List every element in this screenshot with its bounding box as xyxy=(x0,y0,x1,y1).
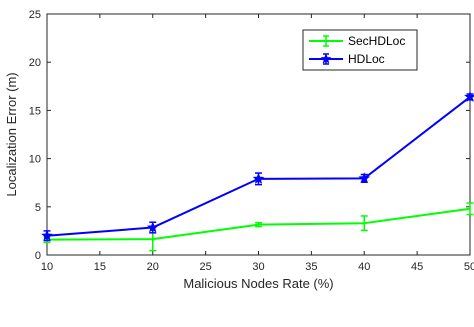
x-tick-label: 10 xyxy=(41,261,53,273)
y-axis-ticks: 0 5 10 15 20 25 xyxy=(29,9,470,262)
x-tick-label: 45 xyxy=(411,261,423,273)
y-tick-label: 20 xyxy=(29,57,41,69)
x-axis-label: Malicious Nodes Rate (%) xyxy=(183,276,333,291)
y-tick-label: 10 xyxy=(29,154,41,166)
x-tick-label: 50 xyxy=(464,261,474,273)
y-tick-label: 5 xyxy=(35,202,41,214)
data-point xyxy=(358,172,371,184)
x-tick-label: 25 xyxy=(200,261,212,273)
x-tick-label: 30 xyxy=(252,261,264,273)
series-hdloc xyxy=(41,90,474,242)
data-point xyxy=(252,172,265,184)
x-tick-label: 20 xyxy=(147,261,159,273)
x-tick-label: 40 xyxy=(358,261,370,273)
y-tick-label: 15 xyxy=(29,105,41,117)
series-layer xyxy=(41,90,474,252)
legend-items: SecHDLoc HDLoc xyxy=(309,34,405,66)
legend-box xyxy=(302,29,418,71)
legend-label-hdloc: HDLoc xyxy=(348,52,385,66)
legend-label-sechdloc: SecHDLoc xyxy=(348,34,405,48)
x-tick-label: 15 xyxy=(94,261,106,273)
data-point xyxy=(146,221,159,233)
data-point xyxy=(41,229,53,241)
x-axis-ticks: 10 15 20 25 30 35 40 45 50 xyxy=(41,14,474,273)
y-tick-label: 25 xyxy=(29,9,41,21)
legend: SecHDLoc HDLoc xyxy=(302,29,418,71)
y-tick-label: 0 xyxy=(35,250,41,262)
legend-marker-star xyxy=(320,53,332,64)
y-axis-label: Localization Error (m) xyxy=(4,72,19,196)
x-tick-label: 35 xyxy=(305,261,317,273)
